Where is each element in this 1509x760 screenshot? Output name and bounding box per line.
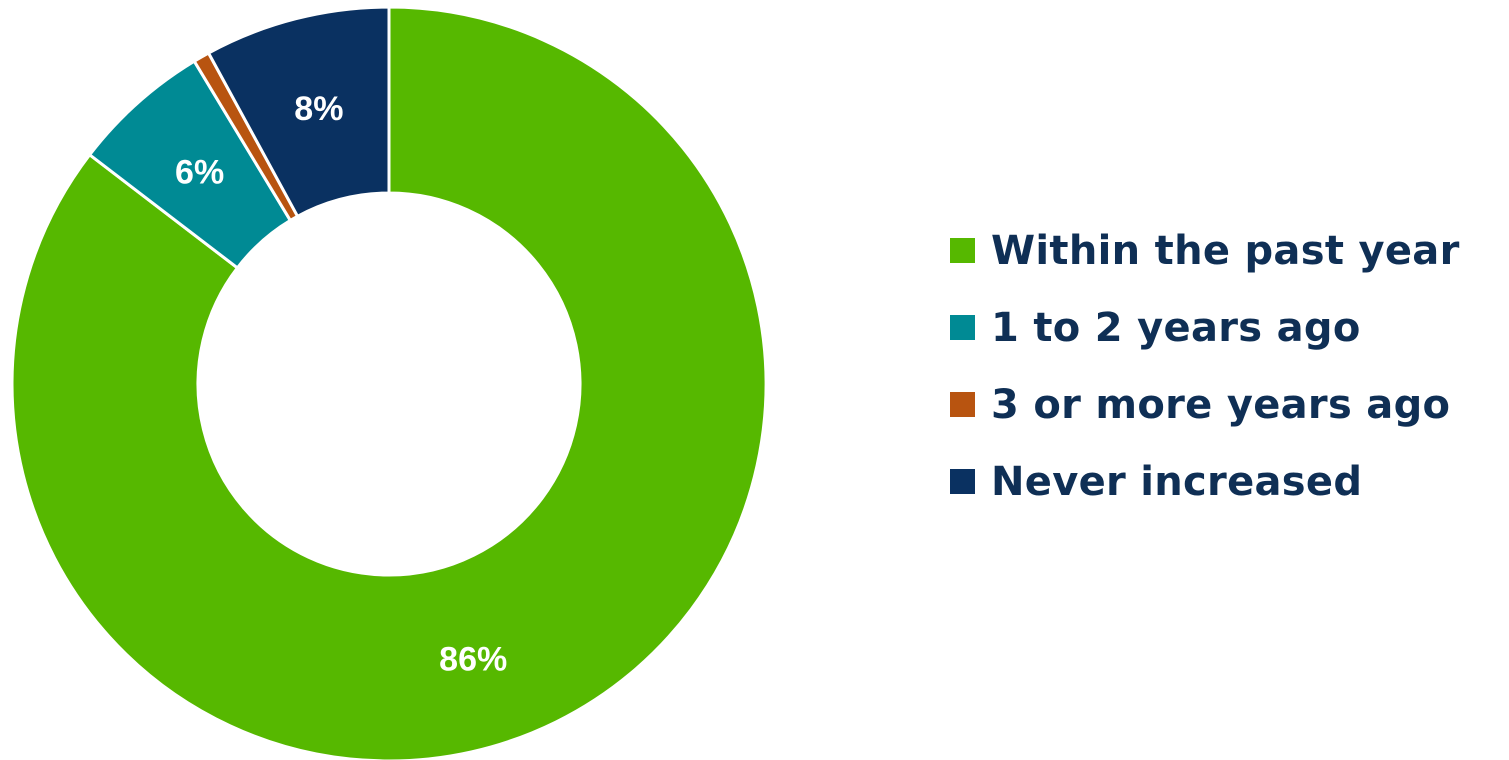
legend-label-never-increased: Never increased: [991, 458, 1363, 505]
legend-label-3-or-more-years-ago: 3 or more years ago: [991, 381, 1451, 428]
legend-swatch-never-increased: [950, 469, 975, 494]
donut-slice-within-the-past-year: [10, 5, 768, 760]
data-label-never-increased: 8%: [294, 90, 343, 128]
legend-item-3-or-more-years-ago: 3 or more years ago: [950, 366, 1460, 443]
legend-item-never-increased: Never increased: [950, 443, 1460, 520]
legend-label-within-the-past-year: Within the past year: [991, 227, 1460, 274]
legend-swatch-3-or-more-years-ago: [950, 392, 975, 417]
legend-swatch-1-to-2-years-ago: [950, 315, 975, 340]
chart-legend: Within the past year 1 to 2 years ago 3 …: [950, 212, 1460, 520]
data-label-within-the-past-year: 86%: [439, 640, 507, 678]
data-label-1-to-2-years-ago: 6%: [175, 153, 224, 191]
legend-item-1-to-2-years-ago: 1 to 2 years ago: [950, 289, 1460, 366]
legend-label-1-to-2-years-ago: 1 to 2 years ago: [991, 304, 1361, 351]
legend-swatch-within-the-past-year: [950, 238, 975, 263]
donut-slice-never-increased: [206, 5, 391, 219]
legend-item-within-the-past-year: Within the past year: [950, 212, 1460, 289]
